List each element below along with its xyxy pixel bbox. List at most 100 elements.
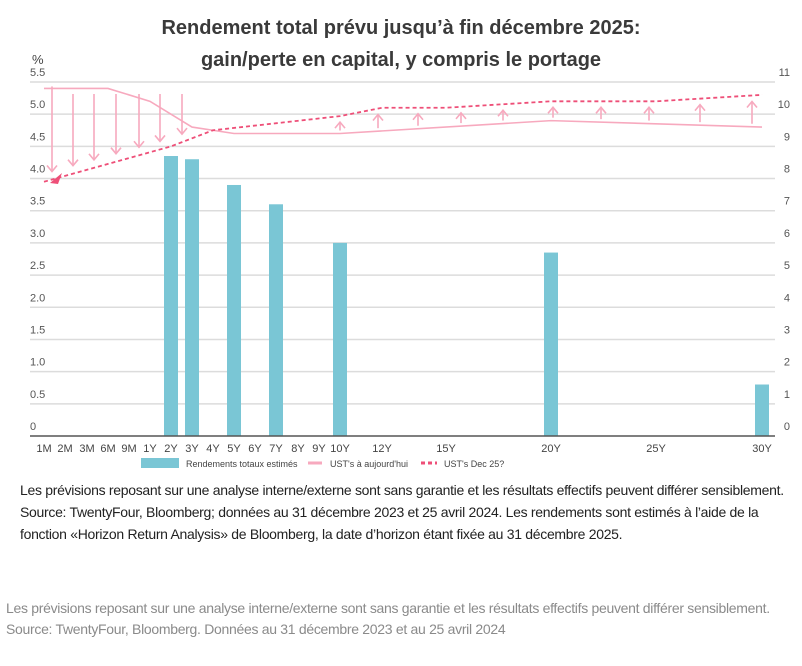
arrow-icon	[334, 120, 346, 131]
arrow-icon	[154, 94, 166, 143]
x-tick: 15Y	[436, 443, 456, 455]
y-tick-left: 0.5	[30, 389, 45, 401]
y-tick-right: 3	[784, 324, 790, 336]
bar-7Y	[269, 204, 283, 436]
source-note: Source: TwentyFour, Bloomberg; données a…	[20, 504, 759, 542]
legend-label-dec25: UST's Dec 25?	[444, 459, 504, 469]
chart-notes: Les prévisions reposant sur une analyse …	[20, 479, 790, 545]
arrow-icon	[46, 86, 58, 173]
arrow-head	[746, 100, 758, 108]
y-axis-label: %	[32, 52, 44, 67]
bar-30Y	[755, 384, 769, 436]
x-tick: 30Y	[752, 443, 772, 455]
x-tick: 25Y	[646, 443, 666, 455]
y-tick-left: 3.0	[30, 228, 45, 240]
series-line-dec25	[43, 93, 763, 183]
arrow-head	[46, 165, 58, 173]
chart-title: Rendement total prévu jusqu’à fin décemb…	[0, 12, 802, 76]
bar-10Y	[333, 242, 347, 436]
x-tick: 2Y	[164, 443, 178, 455]
arrow-head	[694, 103, 706, 112]
arrow-head	[643, 106, 655, 114]
y-tick-right: 8	[784, 164, 790, 176]
arrow-icon	[67, 94, 79, 167]
arrow-icon	[595, 106, 607, 120]
arrow-head	[595, 106, 607, 114]
legend-swatch-bars	[141, 458, 179, 468]
arrow-head	[412, 112, 424, 121]
x-tick: 6M	[100, 443, 115, 455]
y-tick-right: 2	[784, 357, 790, 369]
y-tick-left: 5.5	[30, 67, 45, 79]
x-tick: 3M	[79, 443, 94, 455]
arrow-icon	[643, 106, 655, 121]
arrow-icon	[497, 109, 509, 121]
arrow-head	[372, 113, 384, 122]
chart-subtitle: gain/perte en capital, y compris le port…	[200, 49, 602, 71]
x-tick: 1M	[36, 443, 51, 455]
x-tick: 20Y	[541, 443, 561, 455]
bar-2Y	[164, 156, 178, 436]
footer-disclaimer: Les prévisions reposant sur une analyse …	[6, 600, 770, 616]
arrow-icon	[372, 113, 384, 129]
y-tick-left: 3.5	[30, 196, 45, 208]
arrow-icon	[88, 94, 100, 162]
arrow-icon	[412, 112, 424, 126]
y-tick-right: 10	[778, 99, 790, 111]
x-tick: 12Y	[372, 443, 392, 455]
bar-5Y	[227, 184, 241, 436]
x-tick: 8Y	[291, 443, 305, 455]
x-tick: 7Y	[269, 443, 283, 455]
y-tick-right: 7	[784, 196, 790, 208]
y-tick-left: 5.0	[30, 99, 45, 111]
x-tick: 5Y	[227, 443, 241, 455]
arrow-head	[176, 127, 188, 136]
arrow-icon	[547, 106, 559, 118]
arrow-head	[67, 159, 79, 167]
x-tick: 3Y	[185, 443, 199, 455]
legend-label-today: UST's à aujourd'hui	[330, 459, 408, 469]
arrow-head	[547, 106, 559, 114]
arrow-head	[110, 147, 122, 155]
x-tick: 9Y	[312, 443, 326, 455]
arrow-icon	[455, 111, 467, 124]
y-tick-left: 0	[30, 421, 36, 433]
chart-title-line1: Rendement total prévu jusqu’à fin décemb…	[161, 17, 641, 39]
x-tick: 4Y	[206, 443, 220, 455]
page-footer: Les prévisions reposant sur une analyse …	[6, 598, 796, 640]
arrow-icon	[110, 94, 122, 155]
chart: 0 0.5 1.0 1.5 2.0 2.5 3.0 3.5 4.0 4.5 5.0 5.5 0 1 2 3 4 5…	[30, 52, 790, 469]
x-tick: 2M	[57, 443, 72, 455]
y-tick-right: 9	[784, 131, 790, 143]
y-tick-left: 1.5	[30, 324, 45, 336]
footer-source: Source: TwentyFour, Bloomberg. Données a…	[6, 621, 506, 637]
arrow-head	[497, 109, 509, 117]
arrow-icon	[176, 94, 188, 136]
y-tick-right: 5	[784, 260, 790, 272]
arrow-head	[154, 134, 166, 143]
x-tick: 10Y	[330, 443, 350, 455]
arrow-icon	[694, 103, 706, 123]
y-tick-left: 2.0	[30, 292, 45, 304]
y-tick-right: 6	[784, 228, 790, 240]
arrow-head	[334, 120, 346, 129]
arrow-icon	[746, 100, 758, 124]
y-tick-right: 11	[779, 67, 790, 79]
arrow-head	[455, 111, 467, 120]
y-tick-left: 4.0	[30, 164, 45, 176]
bar-3Y	[185, 159, 199, 436]
disclaimer-note: Les prévisions reposant sur une analyse …	[20, 482, 784, 498]
bar-20Y	[544, 252, 558, 436]
arrow-head	[88, 153, 100, 162]
y-tick-right: 1	[784, 389, 790, 401]
y-tick-right: 4	[784, 292, 790, 304]
y-tick-left: 4.5	[30, 131, 45, 143]
series-line-today	[44, 87, 763, 135]
arrow-icon	[133, 94, 145, 149]
x-tick: 9M	[121, 443, 136, 455]
y-tick-left: 2.5	[30, 260, 45, 272]
arrow-head	[133, 140, 145, 149]
legend-label-bars: Rendements totaux estimés	[186, 459, 298, 469]
y-tick-right: 0	[784, 421, 790, 433]
x-tick: 1Y	[143, 443, 157, 455]
